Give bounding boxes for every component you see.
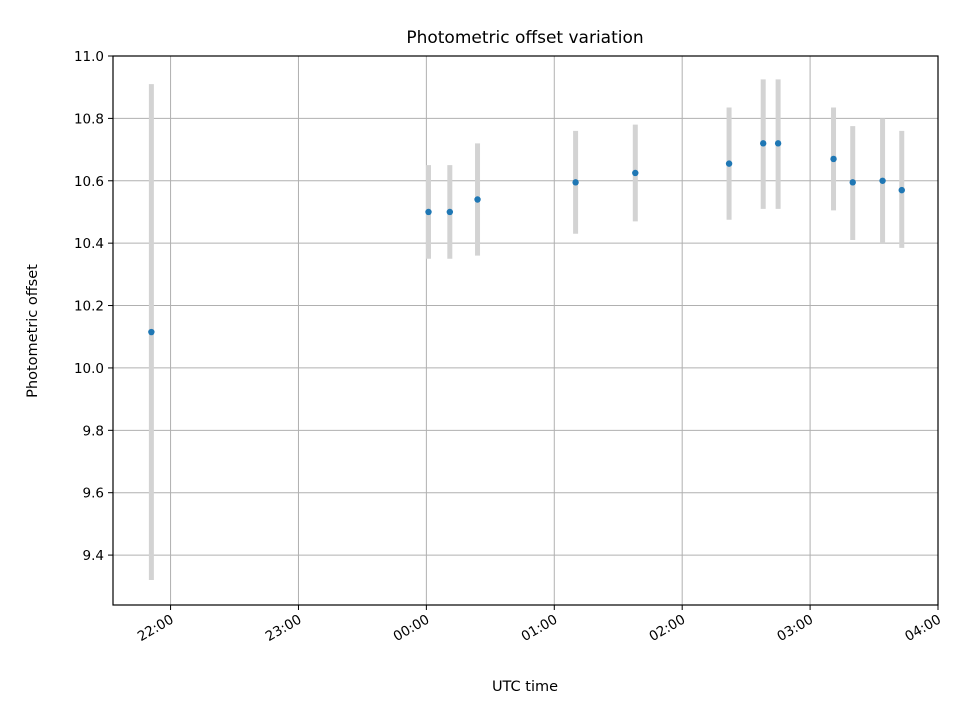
x-axis-ticks: 22:00 23:00 00:00 01:00 02:00 03:00 04:00 <box>135 605 944 645</box>
y-tick-label: 10.4 <box>74 236 104 252</box>
x-tick-label: 02:00 <box>646 612 688 645</box>
data-point <box>898 186 905 194</box>
error-bars <box>148 79 905 581</box>
y-tick-label: 10.6 <box>74 174 104 190</box>
y-axis-ticks: 9.4 9.6 9.8 10.0 10.2 10.4 10.6 10.8 11.0 <box>74 49 113 564</box>
y-tick-label: 11.0 <box>74 49 104 65</box>
y-tick-label: 9.4 <box>83 548 104 564</box>
x-tick-label: 23:00 <box>263 612 305 645</box>
x-tick-label: 22:00 <box>135 612 177 645</box>
x-axis-label: UTC time <box>492 679 558 695</box>
y-tick-label: 9.6 <box>83 486 104 502</box>
data-point <box>849 179 856 186</box>
data-point <box>474 196 481 203</box>
y-tick-label: 10.0 <box>74 361 104 377</box>
data-point <box>425 208 432 216</box>
data-points <box>148 140 905 336</box>
data-point <box>572 179 579 186</box>
data-point <box>148 328 155 336</box>
x-tick-label: 03:00 <box>774 612 816 645</box>
data-point <box>759 140 767 147</box>
data-point <box>725 160 733 167</box>
data-point <box>446 208 454 216</box>
data-point <box>632 169 639 177</box>
chart-title: Photometric offset variation <box>406 28 643 48</box>
grid <box>113 55 939 605</box>
data-point <box>879 177 886 184</box>
x-tick-label: 04:00 <box>902 612 944 645</box>
y-tick-label: 10.8 <box>74 111 104 127</box>
x-tick-label: 00:00 <box>391 612 433 645</box>
x-tick-label: 01:00 <box>519 612 561 645</box>
y-axis-label: Photometric offset <box>25 264 41 398</box>
plot-frame <box>112 55 939 606</box>
y-tick-label: 9.8 <box>83 423 104 439</box>
y-tick-label: 10.2 <box>74 299 104 315</box>
data-point <box>830 155 837 163</box>
data-point <box>774 140 782 147</box>
